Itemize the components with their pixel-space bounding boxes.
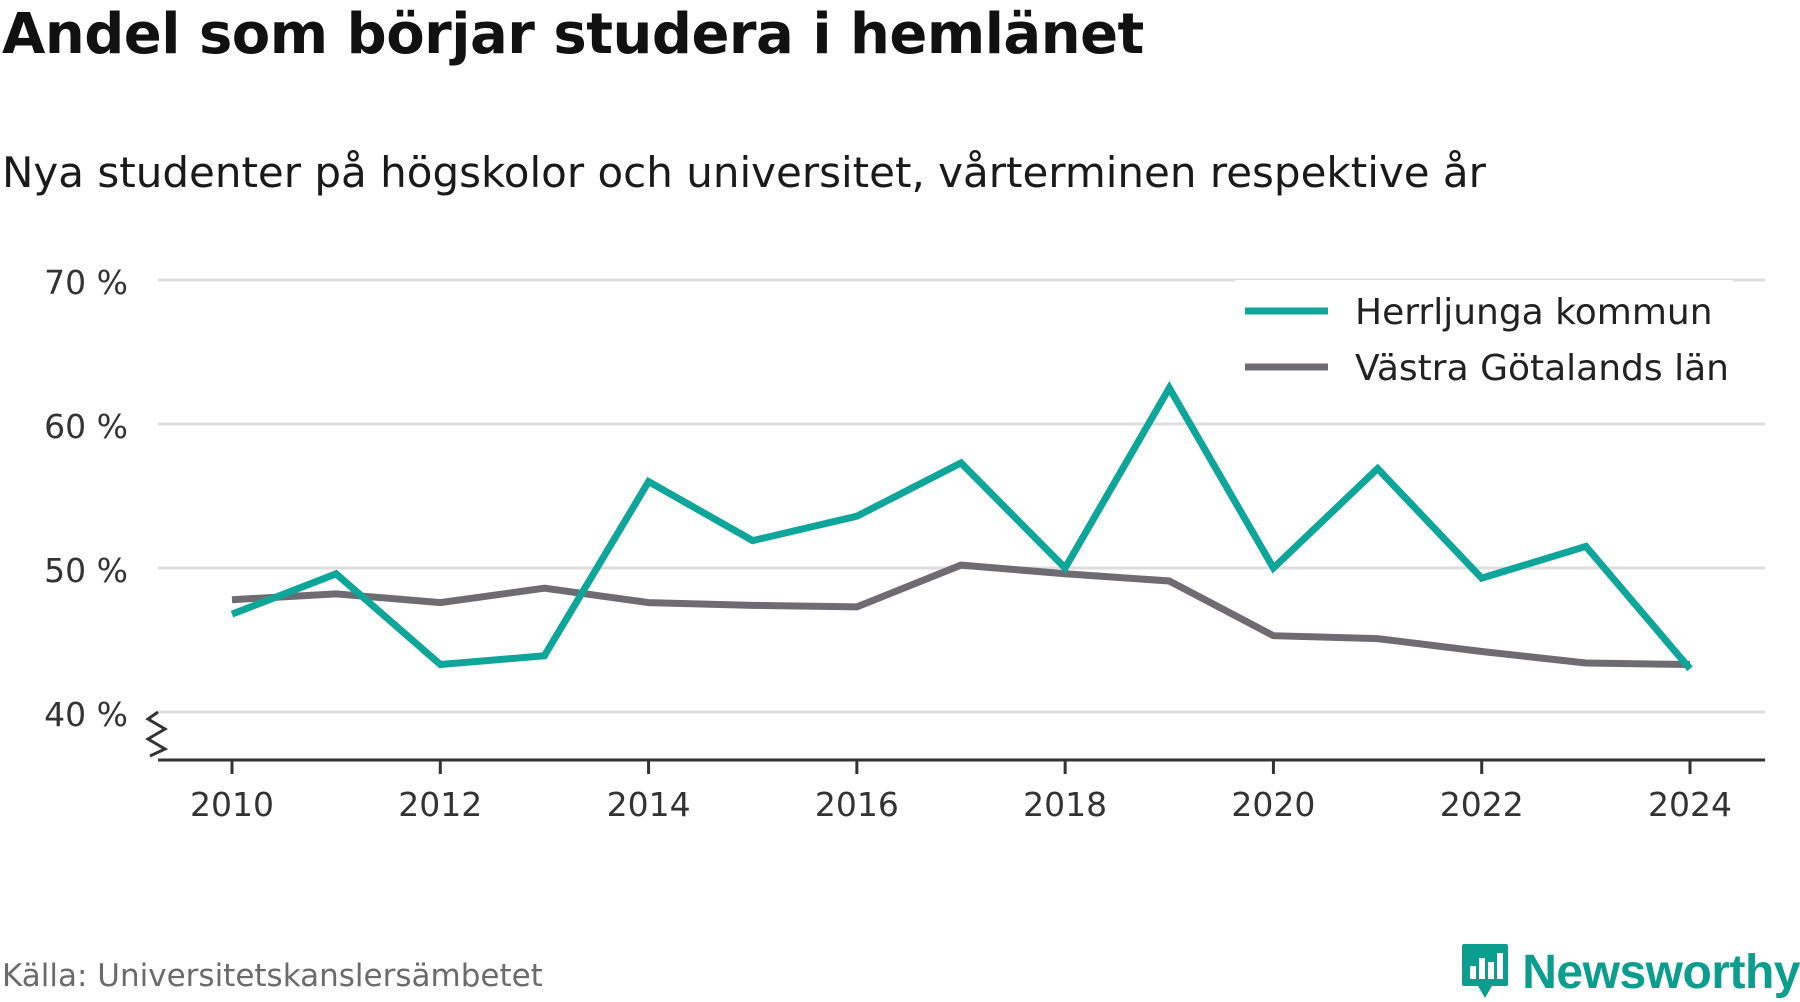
axis-break-icon [145,710,169,758]
line-chart: 40 % 50 % 60 % 70 % 2010 2012 2014 2016 2018 2020… [44,263,1765,824]
y-tick-label: 60 % [44,407,128,446]
legend-label-vastra-gotaland: Västra Götalands län [1355,348,1729,389]
y-tick-label: 70 % [44,263,128,302]
legend: Herrljunga kommun Västra Götalands län [1235,280,1733,398]
x-tick-label: 2010 [190,785,274,824]
x-tick-label: 2012 [398,785,482,824]
x-tick-label: 2018 [1023,785,1107,824]
brand-logo: Newsworthy [1460,942,1800,1002]
x-tick-label: 2020 [1231,785,1315,824]
brand-name: Newsworthy [1522,945,1800,999]
y-tick-label: 50 % [44,551,128,590]
source-note: Källa: Universitetskanslersämbetet [2,958,543,994]
x-tick-label: 2014 [607,785,691,824]
legend-label-herrljunga: Herrljunga kommun [1355,292,1713,333]
y-tick-label: 40 % [44,695,128,734]
chart-title: Andel som börjar studera i hemlänet [2,2,1144,67]
series-line-herrljunga [230,381,1693,672]
x-tick-label: 2024 [1648,785,1732,824]
legend-background [1235,280,1733,398]
series-lines [230,381,1693,672]
x-tick-label: 2016 [815,785,899,824]
newsworthy-logo-icon [1462,944,1509,998]
x-tick-label: 2022 [1440,785,1524,824]
series-line-vastra-gotaland [231,561,1691,668]
axes: 40 % 50 % 60 % 70 % 2010 2012 2014 2016 2018 2020… [44,263,1765,824]
chart-subtitle: Nya studenter på högskolor och universit… [2,148,1486,197]
